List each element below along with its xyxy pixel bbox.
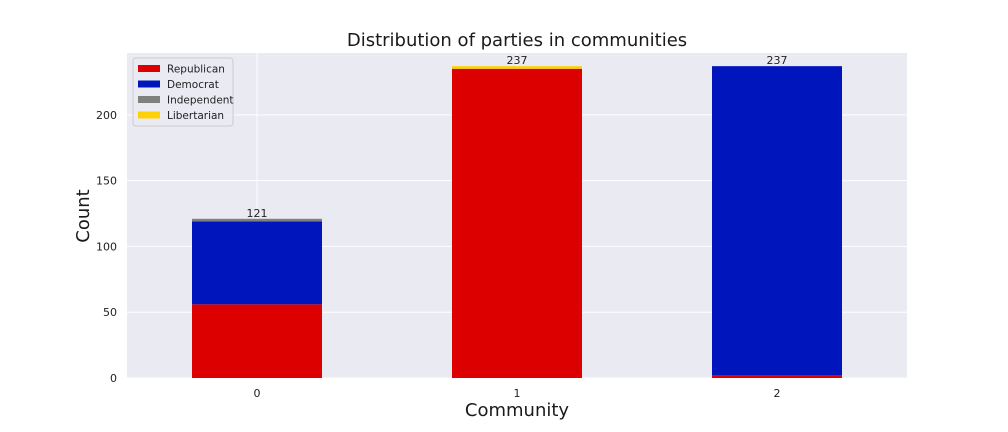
bar-segment-democrat-2 [712, 66, 842, 376]
legend: Republican Democrat Independent Libertarian [132, 57, 234, 127]
total-label: 237 [767, 54, 788, 67]
y-axis-label: Count [73, 189, 94, 242]
y-axis-ticks: 0 50 100 150 200 [96, 109, 117, 385]
legend-swatch-democrat [138, 80, 160, 88]
y-tick-label: 0 [110, 372, 117, 385]
bar-segment-independent-0 [192, 218, 322, 222]
bar-segment-republican-1 [452, 68, 582, 378]
legend-box [132, 57, 234, 127]
legend-swatch-libertarian [138, 111, 160, 119]
bar-segment-democrat-0 [192, 221, 322, 305]
total-label: 121 [247, 207, 268, 220]
chart-title: Distribution of parties in communities [347, 30, 687, 51]
legend-swatch-independent [138, 96, 160, 103]
y-tick-label: 150 [96, 175, 117, 188]
y-tick-label: 100 [96, 240, 117, 253]
legend-label-republican: Republican [167, 64, 225, 76]
legend-label-democrat: Democrat [167, 79, 219, 91]
x-tick-label: 2 [774, 387, 781, 400]
y-tick-label: 200 [96, 109, 117, 122]
y-tick-label: 50 [103, 306, 117, 319]
bar-segment-republican-2 [712, 375, 842, 378]
x-axis-label: Community [465, 400, 570, 421]
x-axis-ticks: 0 1 2 [254, 387, 781, 400]
bar-segment-libertarian-1 [452, 66, 582, 69]
total-labels: 121 237 237 [247, 54, 788, 220]
x-tick-label: 1 [514, 387, 521, 400]
bar-segment-republican-0 [192, 304, 322, 378]
legend-swatch-republican [138, 65, 160, 72]
legend-label-independent: Independent [167, 95, 234, 107]
x-tick-label: 0 [254, 387, 261, 400]
bars [192, 66, 842, 378]
legend-label-libertarian: Libertarian [167, 110, 224, 122]
total-label: 237 [507, 54, 528, 67]
